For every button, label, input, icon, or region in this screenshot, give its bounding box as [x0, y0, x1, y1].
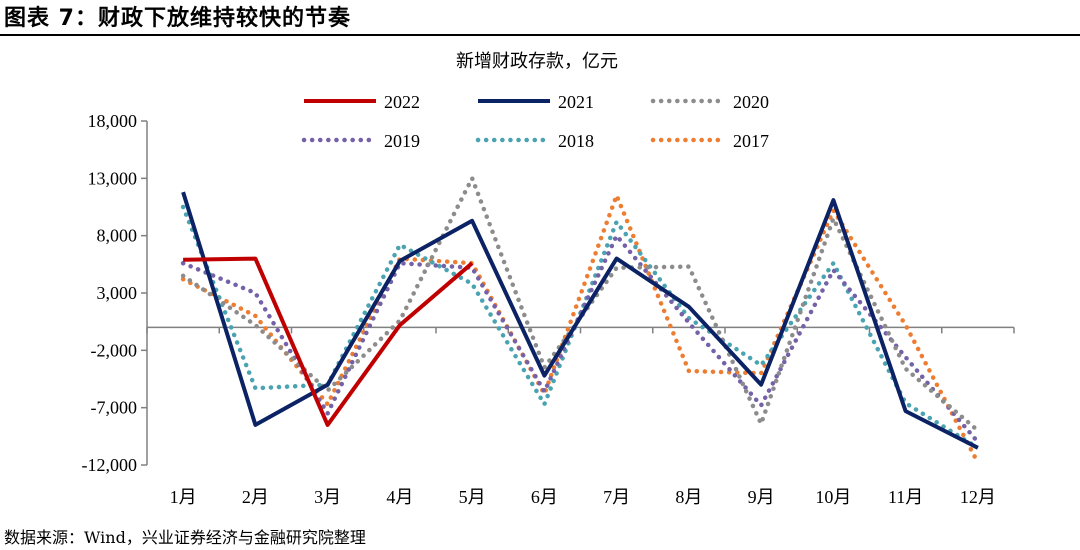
series-line-2022	[183, 256, 474, 427]
series-layer	[180, 176, 981, 465]
chart-title: 新增财政存款，亿元	[456, 51, 618, 72]
x-tick-label: 3月	[314, 487, 341, 507]
x-tick-label: 9月	[748, 487, 775, 507]
x-tick-label: 8月	[675, 487, 702, 507]
series-line-2021	[181, 191, 979, 450]
legend-label: 2020	[733, 92, 769, 112]
axes: -12,000 -7,000 -2,000 3,000 8,000 13,000 18,00…	[82, 111, 1015, 507]
x-tick-label: 2月	[242, 487, 269, 507]
x-tick-label: 6月	[531, 487, 558, 507]
source-note: 数据来源：Wind，兴业证券经济与金融研究院整理	[4, 528, 366, 547]
legend-item-2018: 2018	[475, 131, 594, 151]
figure-title: 图表 7：财政下放维持较快的节奏	[4, 6, 351, 31]
legend-item-2021: 2021	[478, 92, 594, 112]
y-tick-label: -12,000	[82, 455, 138, 475]
y-tick-label: -2,000	[91, 340, 138, 360]
legend-item-2020: 2020	[650, 92, 769, 112]
legend-label: 2017	[733, 131, 769, 151]
legend: 2022 2021 2020 2019 2018 2017	[301, 92, 769, 151]
legend-item-2017: 2017	[650, 131, 769, 151]
y-tick-label: 13,000	[88, 168, 138, 188]
x-tick-label: 1月	[170, 487, 197, 507]
line-chart: 新增财政存款，亿元 2022 2021 2020 2019 2018 2017 -12,0…	[82, 51, 1015, 507]
x-tick-label: 10月	[815, 487, 851, 507]
x-tick-label: 5月	[459, 487, 486, 507]
y-tick-label: 18,000	[88, 111, 138, 131]
legend-item-2019: 2019	[301, 131, 420, 151]
legend-item-2022: 2022	[304, 92, 420, 112]
legend-label: 2019	[384, 131, 420, 151]
y-tick-label: 8,000	[97, 226, 138, 246]
x-tick-label: 12月	[960, 487, 996, 507]
x-tick-label: 7月	[603, 487, 630, 507]
series-line-2020	[180, 176, 981, 433]
legend-label: 2022	[384, 92, 420, 112]
legend-label: 2021	[558, 92, 594, 112]
y-tick-label: 3,000	[97, 283, 138, 303]
title-rule	[0, 34, 1080, 36]
x-tick-label: 4月	[386, 487, 413, 507]
legend-label: 2018	[558, 131, 594, 151]
y-tick-label: -7,000	[91, 398, 138, 418]
x-tick-label: 11月	[888, 487, 923, 507]
